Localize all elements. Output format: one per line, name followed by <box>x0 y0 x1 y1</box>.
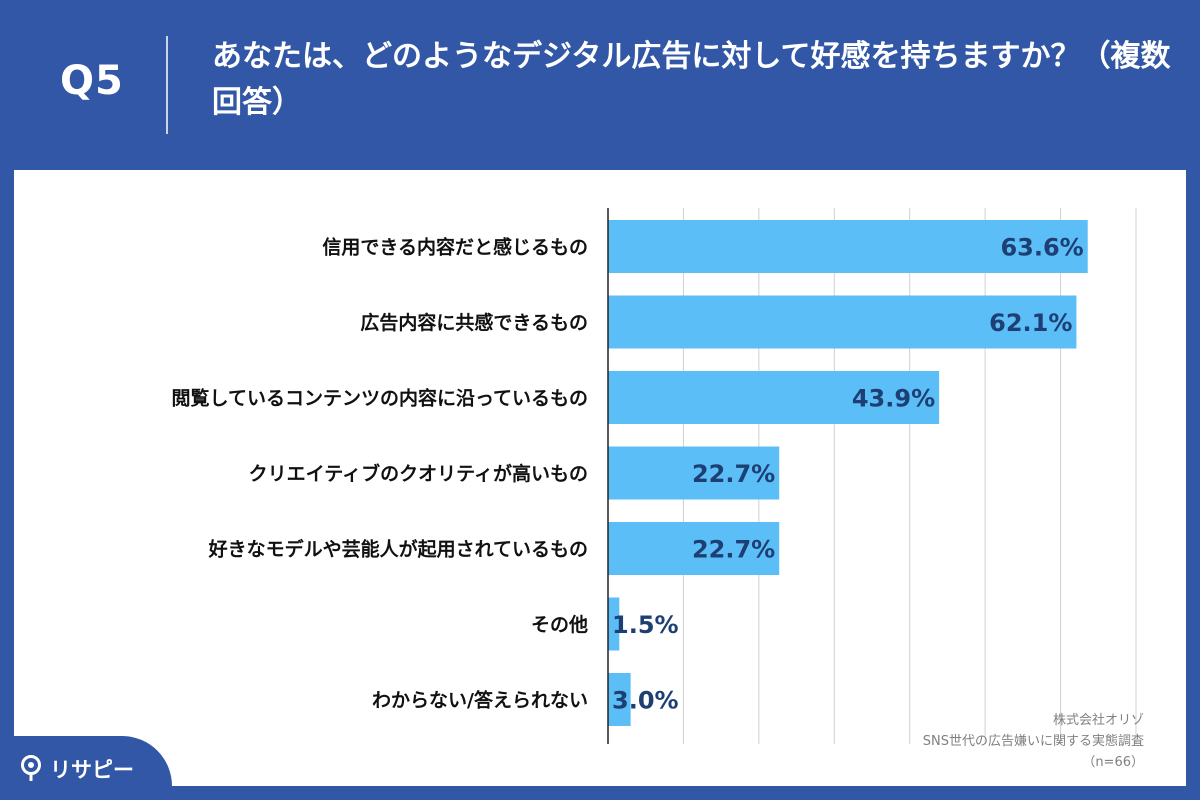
bar <box>608 295 1077 349</box>
category-label: その他 <box>531 613 588 636</box>
bar-chart: 信用できる内容だと感じるもの 63.6% 広告内容に共感できるもの 62.1% 閲覧して… <box>172 208 1137 744</box>
question-title: あなたは、どのようなデジタル広告に対して好感を持ちますか？（複数回答） <box>212 39 1171 120</box>
value-label: 62.1% <box>989 309 1072 337</box>
pin-icon <box>21 755 41 781</box>
logo-text: リサピー <box>50 758 134 782</box>
bar <box>608 673 631 726</box>
source-sample: （n=66） <box>1082 755 1144 770</box>
source-company: 株式会社オリゾ <box>1052 713 1144 728</box>
category-label: 広告内容に共感できるもの <box>360 311 588 334</box>
value-label: 1.5% <box>612 611 679 639</box>
source-survey: SNS世代の広告嫌いに関する実態調査 <box>922 734 1144 749</box>
header-divider <box>166 36 168 134</box>
bottom-strip <box>0 786 1200 800</box>
bar <box>608 220 1088 273</box>
category-label: 好きなモデルや芸能人が起用されているもの <box>208 538 588 561</box>
value-label: 22.7% <box>692 536 775 564</box>
logo-badge <box>0 736 172 800</box>
bar <box>608 522 780 575</box>
value-label: 3.0% <box>612 687 679 715</box>
question-number: Q5 <box>60 58 124 104</box>
bar <box>608 371 940 424</box>
chart-panel: 信用できる内容だと感じるもの 63.6% 広告内容に共感できるもの 62.1% 閲覧して… <box>14 170 1186 786</box>
category-label: 信用できる内容だと感じるもの <box>322 236 588 259</box>
bar <box>608 446 780 500</box>
header: Q5 あなたは、どのようなデジタル広告に対して好感を持ちますか？（複数回答） <box>0 0 1200 170</box>
value-label: 22.7% <box>692 460 775 488</box>
value-label: 43.9% <box>852 385 935 413</box>
value-label: 63.6% <box>1000 234 1083 262</box>
category-label: 閲覧しているコンテンツの内容に沿っているもの <box>172 387 588 410</box>
bar <box>608 597 620 651</box>
source-note: 株式会社オリゾ SNS世代の広告嫌いに関する実態調査 （n=66） <box>923 710 1144 773</box>
category-label: クリエイティブのクオリティが高いもの <box>249 462 588 485</box>
category-label: わからない/答えられない <box>372 689 588 712</box>
logo: リサピー <box>20 754 134 784</box>
